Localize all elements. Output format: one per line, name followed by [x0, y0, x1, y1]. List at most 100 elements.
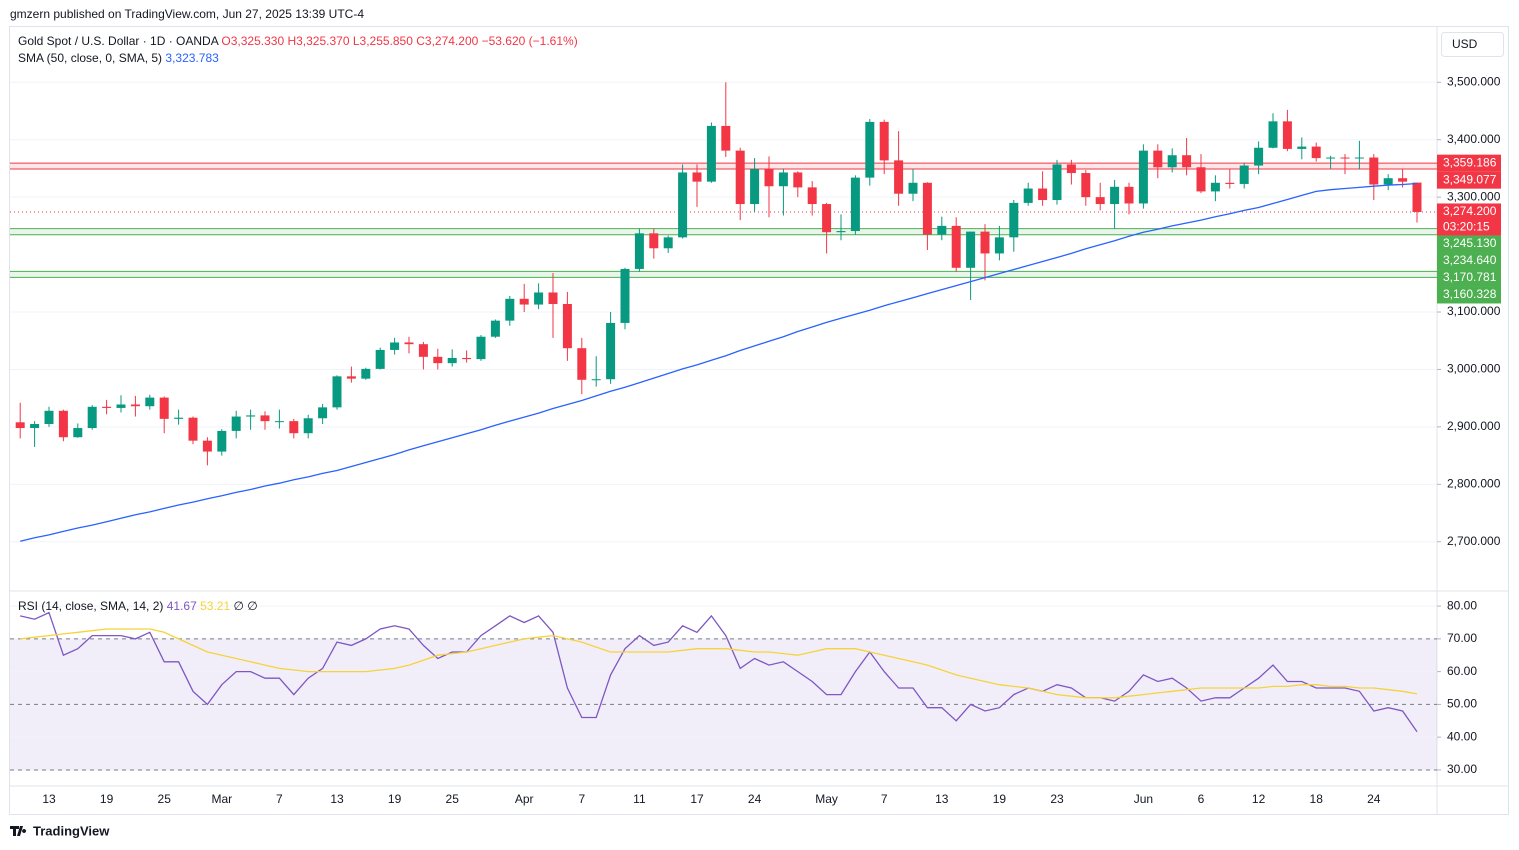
candle-body [1167, 155, 1177, 168]
x-tick-label: 25 [158, 792, 172, 806]
rsi-value: 41.67 [167, 599, 197, 613]
y-tick-label: 70.00 [1447, 631, 1477, 645]
candle-body [865, 121, 875, 178]
plot: 2,700.000 2,800.000 2,900.000 3,000.000 3,10… [10, 74, 1501, 806]
x-tick-label: 19 [388, 792, 402, 806]
x-tick-label: May [815, 792, 838, 806]
candle-body [1297, 146, 1307, 149]
x-tick-label: 7 [881, 792, 888, 806]
candle-body [764, 169, 774, 187]
rsi-sma-value: 53.21 [200, 599, 230, 613]
y-tick-label: 2,700.000 [1447, 534, 1501, 548]
candle-body [778, 172, 788, 187]
price-label: 3,234.640 [1443, 253, 1497, 267]
candle-body [1009, 202, 1019, 238]
price-label-box [1437, 203, 1501, 236]
candle-body [634, 233, 644, 269]
candle-body [462, 357, 472, 360]
logo-mark[interactable] [10, 826, 27, 836]
candle-body [1196, 167, 1206, 192]
candle-body [188, 417, 198, 441]
x-tick-label: 24 [748, 792, 762, 806]
zone [10, 228, 1437, 235]
candle-body [1354, 157, 1364, 159]
publish-note: gmzern published on TradingView.com, Jun… [10, 7, 364, 21]
candle-body [822, 204, 832, 233]
price-label-box [1437, 171, 1501, 189]
candle-body [850, 177, 860, 232]
y-tick-label: 40.00 [1447, 729, 1477, 743]
candle-body [145, 397, 155, 407]
candle-body [1239, 165, 1249, 184]
y-tick-label: 30.00 [1447, 762, 1477, 776]
candle-body [1038, 188, 1048, 201]
candle-body [102, 406, 112, 408]
legend-sma: SMA (50, close, 0, SMA, 5) 3,323.783 [18, 51, 219, 65]
price-label: 3,245.130 [1443, 236, 1497, 250]
candle-body [1110, 186, 1120, 205]
candle-body [361, 368, 371, 379]
logo-text[interactable]: TradingView [33, 823, 110, 838]
candle-body [548, 292, 558, 304]
candle-body [706, 125, 716, 182]
candle-body [476, 336, 486, 360]
candle-body [591, 379, 601, 381]
y-tick-label: 3,000.000 [1447, 362, 1501, 376]
candle-body [505, 298, 515, 321]
candle-body [418, 344, 428, 357]
y-tick-label: 50.00 [1447, 697, 1477, 711]
y-tick-label: 80.00 [1447, 598, 1477, 612]
x-tick-label: 13 [42, 792, 56, 806]
candle-body [649, 233, 659, 249]
candle-body [332, 376, 342, 408]
series-line [20, 628, 1418, 699]
candle-body [274, 421, 284, 423]
currency-box[interactable] [1441, 32, 1504, 57]
zone [10, 163, 1437, 169]
candle-body [404, 342, 414, 345]
candle-body [246, 415, 256, 417]
candle-body [116, 404, 126, 408]
candle-body [375, 349, 385, 369]
candle-body [1383, 178, 1393, 185]
x-tick-label: 7 [276, 792, 283, 806]
candle-body [1398, 178, 1408, 182]
candle-body [606, 322, 616, 380]
candle-body [44, 410, 54, 425]
logo[interactable]: TradingView [10, 823, 110, 838]
candle-body [260, 415, 270, 422]
price-label-box [1437, 252, 1501, 270]
candle-body [879, 121, 889, 161]
candle-body [1412, 182, 1422, 212]
candle-body [1081, 173, 1091, 198]
candle-body [951, 225, 961, 268]
candle-body [721, 125, 731, 151]
candle-body [562, 303, 572, 349]
candle-body [807, 187, 817, 205]
candle-body [447, 357, 457, 364]
candle-body [519, 298, 529, 305]
candle-body [894, 160, 904, 194]
y-tick-label: 3,400.000 [1447, 132, 1501, 146]
candle-body [217, 430, 227, 452]
price-label: 3,359.186 [1443, 155, 1497, 169]
y-tick-label: 3,500.000 [1447, 74, 1501, 88]
rsi-name: RSI (14, close, SMA, 14, 2) [18, 599, 163, 613]
sma-name: SMA (50, close, 0, SMA, 5) [18, 51, 162, 65]
candle-body [534, 292, 544, 305]
candle-body [1340, 157, 1350, 159]
candle-body [750, 169, 760, 205]
candle-body [1052, 164, 1062, 201]
candle-body [202, 440, 212, 452]
symbol: Gold Spot / U.S. Dollar · 1D · OANDA [18, 34, 219, 48]
candle-body [318, 407, 328, 419]
candle-body [15, 422, 25, 429]
candle-body [30, 424, 40, 429]
candle-body [390, 342, 400, 350]
candle-body [346, 376, 356, 379]
candle-body [1023, 188, 1033, 203]
candle-body [678, 172, 688, 238]
currency[interactable]: USD [1452, 37, 1478, 51]
x-tick-label: 19 [993, 792, 1007, 806]
